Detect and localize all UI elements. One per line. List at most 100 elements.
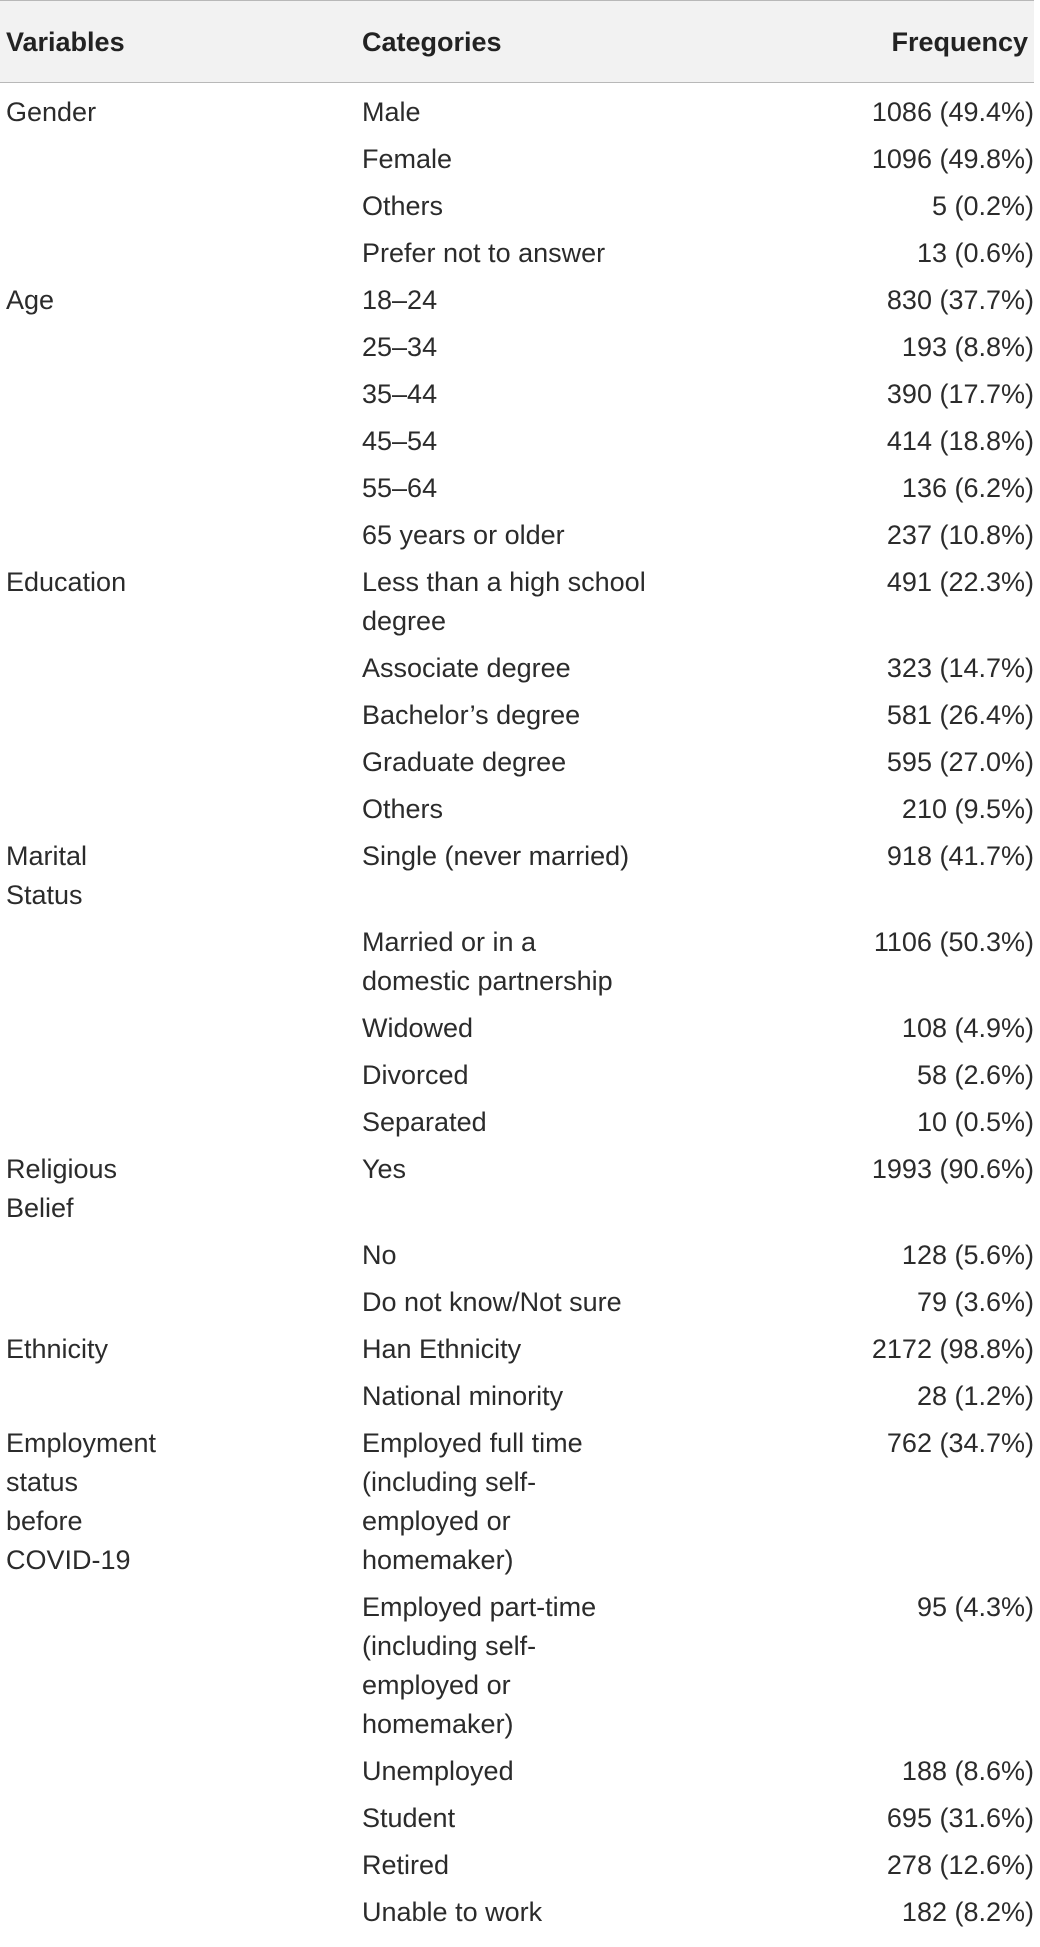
category-cell: Widowed <box>356 1001 834 1048</box>
category-label: Retired <box>362 1850 450 1880</box>
category-label: Employed full time (including self-emplo… <box>362 1428 583 1575</box>
frequency-cell: 58 (2.6%) <box>916 1060 1034 1090</box>
variable-cell-empty <box>0 688 356 735</box>
variable-cell-empty <box>0 915 356 1001</box>
category-label: Do not know/Not sure <box>362 1287 622 1317</box>
category-cell: Associate degree <box>356 641 834 688</box>
variable-label: Religious Belief <box>6 1154 118 1223</box>
frequency-cell: 581 (26.4%) <box>886 700 1034 730</box>
table-row: Separated 10 (0.5%) <box>0 1095 1034 1142</box>
frequency-cell: 13 (0.6%) <box>916 238 1034 268</box>
table-row: Age 18–24 830 (37.7%) <box>0 273 1034 320</box>
category-cell: Graduate degree <box>356 735 834 782</box>
category-cell: Single (never married) <box>356 829 834 915</box>
frequency-cell: 918 (41.7%) <box>886 841 1034 871</box>
category-label: 55–64 <box>362 473 438 503</box>
frequency-cell: 188 (8.6%) <box>901 1756 1034 1786</box>
table-row: Others 210 (9.5%) <box>0 782 1034 829</box>
variable-cell-empty <box>0 508 356 555</box>
category-label: National minority <box>362 1381 564 1411</box>
table-row: Religious Belief Yes 1993 (90.6%) <box>0 1142 1034 1228</box>
category-cell: Others <box>356 782 834 829</box>
table-row: Bachelor’s degree 581 (26.4%) <box>0 688 1034 735</box>
variable-cell: Education <box>0 555 356 641</box>
variable-label: Ethnicity <box>6 1334 109 1364</box>
table-row: 35–44 390 (17.7%) <box>0 367 1034 414</box>
category-label: Widowed <box>362 1013 474 1043</box>
table-row: 65 years or older 237 (10.8%) <box>0 508 1034 555</box>
header-frequency: Frequency <box>834 0 1034 83</box>
category-cell: 35–44 <box>356 367 834 414</box>
frequency-cell: 182 (8.2%) <box>901 1897 1034 1927</box>
frequency-cell: 2172 (98.8%) <box>871 1334 1034 1364</box>
variable-cell: Gender <box>0 83 356 133</box>
frequency-cell: 323 (14.7%) <box>886 653 1034 683</box>
frequency-cell: 278 (12.6%) <box>886 1850 1034 1880</box>
variable-cell-empty <box>0 367 356 414</box>
category-label: No <box>362 1240 397 1270</box>
category-label: Associate degree <box>362 653 571 683</box>
category-cell: National minority <box>356 1369 834 1416</box>
category-label: Married or in a domestic partnership <box>362 927 613 996</box>
variable-cell: Employment status before COVID-19 <box>0 1416 356 1580</box>
table-row: Do not know/Not sure 79 (3.6%) <box>0 1275 1034 1322</box>
variable-cell-empty <box>0 1095 356 1142</box>
category-cell: Male <box>356 83 834 133</box>
frequency-cell: 491 (22.3%) <box>886 567 1034 597</box>
table-row: Associate degree 323 (14.7%) <box>0 641 1034 688</box>
frequency-cell: 237 (10.8%) <box>886 520 1034 550</box>
category-label: Han Ethnicity <box>362 1334 522 1364</box>
table-row: Marital Status Single (never married) 918 … <box>0 829 1034 915</box>
variable-cell: Ethnicity <box>0 1322 356 1369</box>
frequency-cell: 830 (37.7%) <box>886 285 1034 315</box>
frequency-cell: 1993 (90.6%) <box>871 1154 1034 1184</box>
table-row: 25–34 193 (8.8%) <box>0 320 1034 367</box>
variable-cell: Religious Belief <box>0 1142 356 1228</box>
category-label: 18–24 <box>362 285 438 315</box>
table-row: Ethnicity Han Ethnicity 2172 (98.8%) <box>0 1322 1034 1369</box>
frequency-cell: 193 (8.8%) <box>901 332 1034 362</box>
category-cell: 45–54 <box>356 414 834 461</box>
variable-cell-empty <box>0 1001 356 1048</box>
category-label: Graduate degree <box>362 747 567 777</box>
category-label: Student <box>362 1803 456 1833</box>
category-cell: Employed full time (including self-emplo… <box>356 1416 834 1580</box>
table-row: National minority 28 (1.2%) <box>0 1369 1034 1416</box>
variable-cell-empty <box>0 226 356 273</box>
category-label: 45–54 <box>362 426 438 456</box>
variable-cell-empty <box>0 461 356 508</box>
variable-cell-empty <box>0 132 356 179</box>
frequency-cell: 390 (17.7%) <box>886 379 1034 409</box>
variable-label: Education <box>6 567 127 597</box>
frequency-cell: 695 (31.6%) <box>886 1803 1034 1833</box>
category-cell: No <box>356 1228 834 1275</box>
frequency-cell: 28 (1.2%) <box>916 1381 1034 1411</box>
table-row: Others 5 (0.2%) <box>0 179 1034 226</box>
frequency-cell: 136 (6.2%) <box>901 473 1034 503</box>
category-label: Single (never married) <box>362 841 630 871</box>
frequency-cell: 79 (3.6%) <box>916 1287 1034 1317</box>
variable-cell-empty <box>0 1744 356 1791</box>
table-row: Student 695 (31.6%) <box>0 1791 1034 1838</box>
category-label: Others <box>362 191 444 221</box>
category-cell: Bachelor’s degree <box>356 688 834 735</box>
table-body: Gender Male 1086 (49.4%) Female 1096 (49.8%)… <box>0 83 1034 1933</box>
category-cell: Female <box>356 132 834 179</box>
variable-cell-empty <box>0 1048 356 1095</box>
table-header: Variables Categories Frequency <box>0 0 1034 83</box>
category-label: Separated <box>362 1107 487 1137</box>
frequency-cell: 414 (18.8%) <box>886 426 1034 456</box>
category-label: Female <box>362 144 453 174</box>
category-cell: Do not know/Not sure <box>356 1275 834 1322</box>
variable-label: Marital Status <box>6 841 88 910</box>
category-cell: Student <box>356 1791 834 1838</box>
category-cell: Married or in a domestic partnership <box>356 915 834 1001</box>
variable-cell-empty <box>0 1885 356 1932</box>
variable-label: Age <box>6 285 55 315</box>
variable-cell-empty <box>0 1275 356 1322</box>
category-label: Employed part-time (including self-emplo… <box>362 1592 597 1739</box>
frequency-cell: 128 (5.6%) <box>901 1240 1034 1270</box>
table-row: 55–64 136 (6.2%) <box>0 461 1034 508</box>
category-cell: Others <box>356 179 834 226</box>
